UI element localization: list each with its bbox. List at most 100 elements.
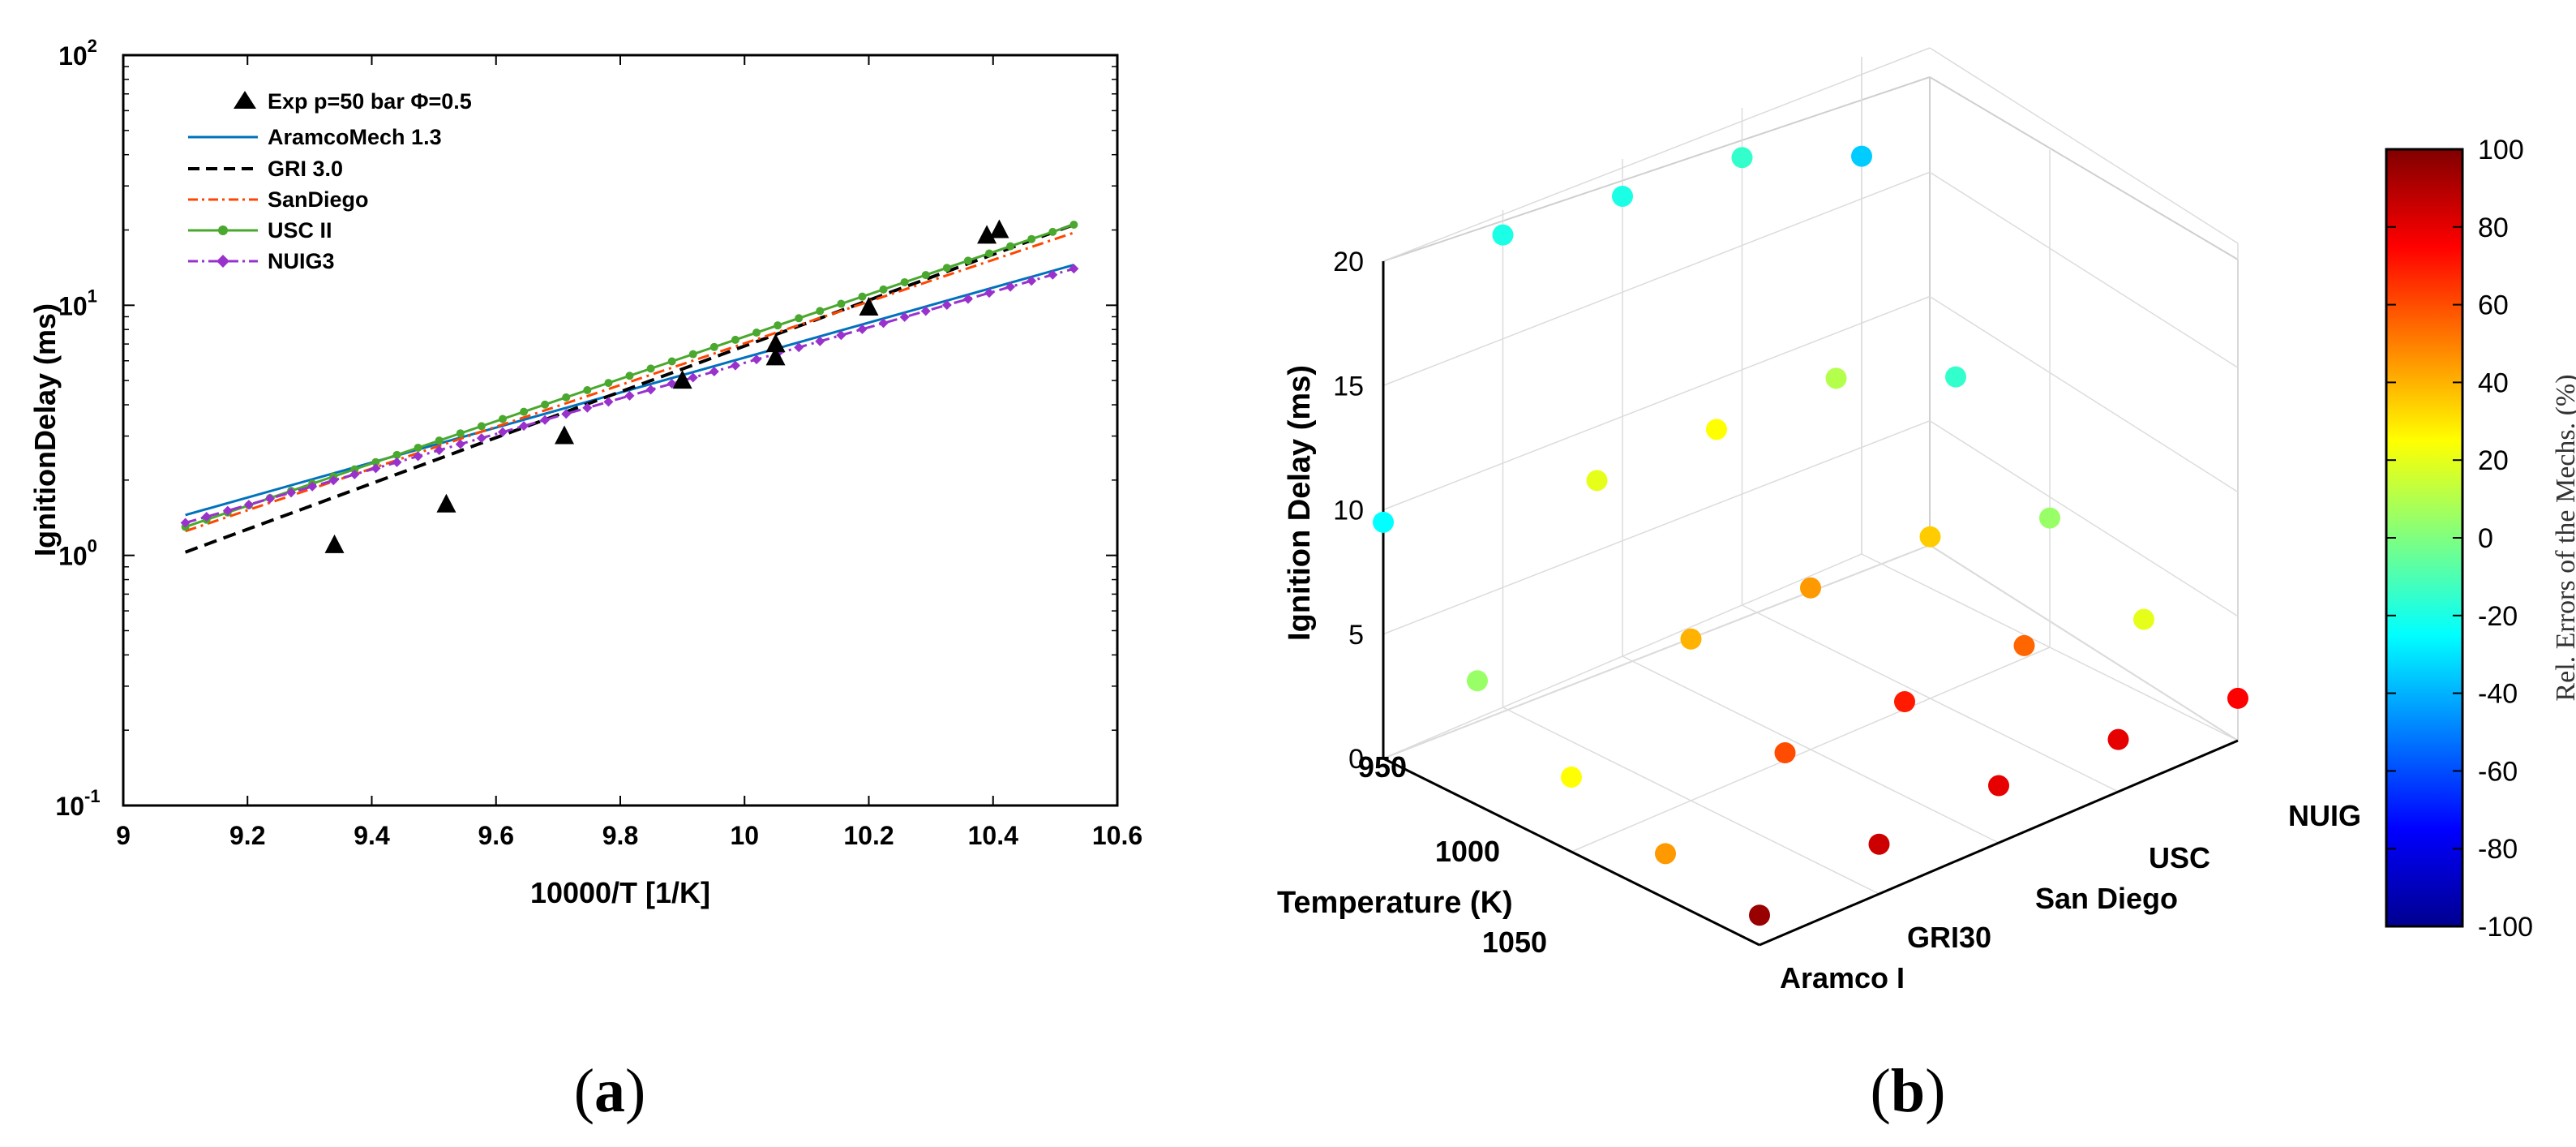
data-point — [1749, 904, 1770, 926]
data-point — [1561, 767, 1582, 788]
series-marker — [476, 433, 486, 444]
series-marker — [583, 385, 592, 394]
data-point — [1467, 670, 1488, 692]
legend-exp-marker — [234, 91, 256, 109]
series-marker — [603, 397, 614, 407]
ytick-exponent: 0 — [88, 536, 97, 556]
panel-a: 9 9.2 9.4 9.6 9.8 10 10.2 10.4 10.6 10-110010110… — [28, 36, 1142, 1125]
series-marker — [879, 285, 888, 294]
series-marker — [1005, 281, 1016, 292]
series-marker — [688, 350, 697, 359]
data-point — [1774, 742, 1796, 764]
xtick-label: 10.2 — [843, 821, 894, 850]
data-point — [1825, 367, 1847, 389]
xtick-label: 10 — [730, 821, 759, 850]
colorbar-tick-label: 60 — [2478, 290, 2509, 321]
series-marker — [1048, 227, 1057, 236]
series-marker — [667, 357, 676, 366]
colorbar-tick-label: -100 — [2478, 912, 2533, 943]
series-marker — [836, 330, 847, 341]
series-marker — [180, 518, 191, 528]
series-marker — [985, 249, 994, 258]
series-marker — [920, 306, 931, 316]
ytick-label: 102 — [58, 36, 97, 71]
data-point — [1680, 628, 1702, 650]
series-marker — [625, 372, 634, 380]
series-marker — [857, 324, 868, 334]
data-point — [1851, 145, 1872, 167]
exp-point — [672, 370, 692, 389]
legend-nuig-marker — [216, 255, 229, 268]
series-marker — [1027, 276, 1037, 286]
series-line-sandiego — [185, 231, 1074, 533]
data-point — [1492, 224, 1514, 246]
series-marker — [646, 364, 655, 373]
colorbar-tick-label: -40 — [2478, 679, 2518, 710]
z-gridline — [1382, 544, 1931, 759]
colorbar-tick-label: -20 — [2478, 601, 2518, 632]
series-marker — [1027, 234, 1036, 243]
legend-aramco-label: AramcoMech 1.3 — [268, 125, 442, 149]
series-marker — [455, 439, 465, 449]
colorbar — [2385, 148, 2464, 928]
z-gridline — [1929, 420, 2239, 617]
colorbar-tick-label: -60 — [2478, 756, 2518, 787]
series-marker — [264, 493, 275, 504]
data-point — [2133, 608, 2154, 630]
ytick-label: 10-1 — [55, 786, 100, 821]
series-marker — [858, 292, 867, 301]
temperature-tick-label: 1000 — [1435, 835, 1500, 868]
mechanism-tick-label: GRI30 — [1907, 921, 1991, 954]
series-marker — [328, 475, 339, 486]
exp-point — [859, 297, 879, 316]
series-marker — [1069, 220, 1078, 229]
ytick-label: 100 — [58, 536, 97, 571]
series-marker — [1006, 242, 1015, 251]
z-gridline — [1382, 171, 1931, 386]
colorbar-tick-label: 40 — [2478, 367, 2509, 398]
panel-b-label: (b) — [1871, 1057, 1946, 1125]
plot-b-mechanism-axis — [1759, 739, 2239, 947]
series-marker — [941, 300, 952, 311]
series-marker — [752, 329, 761, 337]
series-marker — [878, 318, 889, 329]
z-gridline — [1929, 295, 2239, 493]
plot-b-3d-box — [1382, 76, 2239, 759]
series-marker — [816, 307, 825, 316]
data-point — [1706, 419, 1727, 440]
colorbar-tick-label: 100 — [2478, 135, 2524, 165]
data-point — [1800, 577, 1821, 599]
series-marker — [435, 436, 444, 445]
data-point — [1612, 185, 1633, 207]
series-marker — [201, 512, 212, 522]
ytick-base: 10 — [55, 792, 84, 821]
colorbar-tick-label: 80 — [2478, 213, 2509, 243]
series-marker — [434, 445, 444, 455]
data-point — [1945, 366, 1966, 388]
series-marker — [456, 429, 465, 438]
series-marker — [392, 450, 401, 459]
series-marker — [815, 336, 825, 346]
plot-a-legend: Exp p=50 bar Φ=0.5 AramcoMech 1.3 GRI 3.… — [188, 89, 472, 273]
exp-point — [436, 493, 456, 513]
series-marker — [984, 288, 995, 299]
ytick-base: 10 — [58, 542, 88, 571]
mechanism-tick-label: San Diego — [2035, 882, 2178, 915]
series-marker — [962, 294, 973, 304]
ytick-exponent: -1 — [84, 786, 101, 806]
series-marker — [222, 505, 233, 516]
series-marker — [688, 372, 698, 383]
series-marker — [709, 342, 718, 351]
legend-usc-marker — [218, 226, 228, 235]
panel-a-label: (a) — [574, 1057, 646, 1125]
box-edge — [1382, 76, 1931, 262]
exp-point — [977, 225, 997, 244]
data-point — [1731, 147, 1753, 169]
z-tick-label: 10 — [1333, 496, 1364, 526]
temperature-tick-label: 1050 — [1482, 926, 1547, 959]
exp-point — [324, 534, 345, 553]
colorbar-tick-label: 20 — [2478, 445, 2509, 476]
